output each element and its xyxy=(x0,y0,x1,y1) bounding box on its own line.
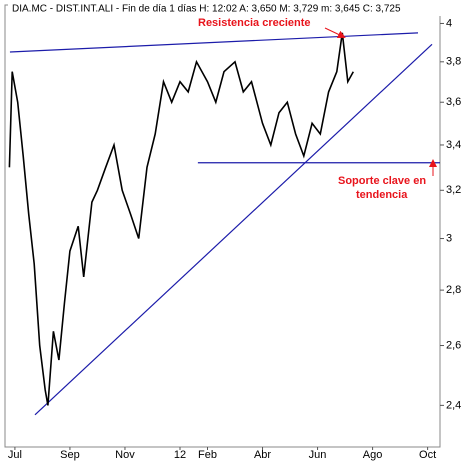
y-tick-label: 2,8 xyxy=(446,284,461,296)
x-tick-label: Feb xyxy=(198,449,217,461)
y-tick-label: 4 xyxy=(446,17,452,29)
y-tick-label: 2,4 xyxy=(446,399,461,411)
plot-frame xyxy=(4,4,441,448)
title-bg xyxy=(8,2,466,16)
x-tick-label: Oct xyxy=(419,449,436,461)
annotation: tendencia xyxy=(356,189,408,201)
trend-line xyxy=(9,32,419,53)
y-tick-label: 3,8 xyxy=(446,56,461,68)
trend-line xyxy=(34,43,433,416)
chart-title: DIA.MC - DIST.INT.ALI - Fin de día 1 día… xyxy=(12,4,401,15)
price-line xyxy=(8,32,355,406)
x-tick-label: Abr xyxy=(254,449,271,461)
annotation: Resistencia creciente xyxy=(198,17,311,29)
x-tick-label: Nov xyxy=(115,449,135,461)
x-tick-label: Sep xyxy=(60,449,80,461)
x-tick-label: Ago xyxy=(363,449,383,461)
y-tick-label: 3,2 xyxy=(446,184,461,196)
annotation: Soporte clave en xyxy=(338,175,426,187)
y-tick-label: 2,6 xyxy=(446,339,461,351)
x-tick-label: Jul xyxy=(8,449,22,461)
x-tick-label: 12 xyxy=(174,449,186,461)
x-tick-label: Jun xyxy=(309,449,327,461)
y-tick-label: 3,6 xyxy=(446,96,461,108)
y-tick-label: 3,4 xyxy=(446,139,461,151)
y-tick-label: 3 xyxy=(446,232,452,244)
annotation-arrow xyxy=(324,27,346,39)
